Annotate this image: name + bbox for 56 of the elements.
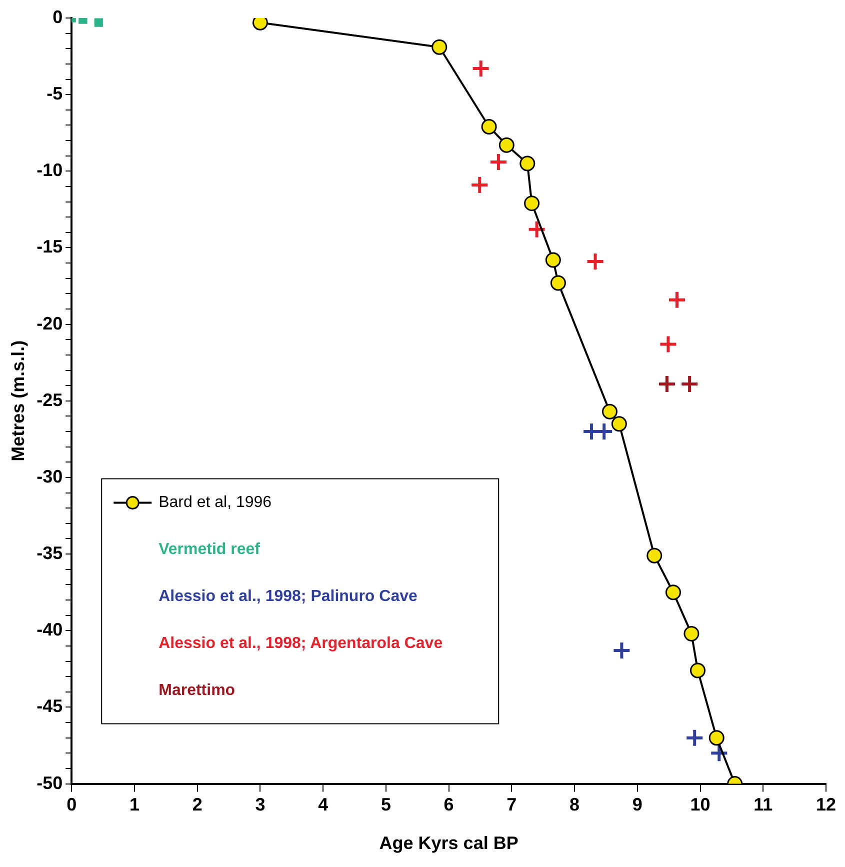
y-tick-label: -30 <box>36 466 63 486</box>
point <box>602 404 618 420</box>
point <box>545 252 561 268</box>
x-tick-label: 8 <box>570 794 580 815</box>
point <box>432 39 448 55</box>
x-tick-label: 0 <box>66 794 77 815</box>
text: Alessio et al., 1998; Palinuro Cave <box>158 588 418 606</box>
x-tick-label: 3 <box>255 794 266 815</box>
point <box>658 334 678 354</box>
x-tick-label: 1 <box>129 794 140 815</box>
point <box>524 196 540 212</box>
text: Marettimo <box>158 682 236 700</box>
x-axis-title: Age Kyrs cal BP <box>379 833 518 854</box>
point <box>612 641 632 660</box>
y-tick-label: -20 <box>36 313 63 334</box>
point <box>657 374 676 394</box>
y-tick-label: 0 <box>52 6 63 27</box>
y-tick-label: -5 <box>46 84 63 104</box>
y-tick-label: -15 <box>36 236 63 257</box>
y-tick-label: -40 <box>36 620 63 640</box>
point <box>690 662 706 678</box>
y-tick-label: -35 <box>36 543 63 564</box>
point <box>611 416 627 432</box>
point <box>708 730 724 746</box>
point <box>470 175 490 194</box>
point <box>665 584 681 600</box>
legend-label: Bard et al, 1996 <box>158 494 272 512</box>
x-tick-label: 2 <box>192 794 202 815</box>
x-tick-label: 9 <box>632 794 642 815</box>
y-tick-label: -25 <box>36 390 63 410</box>
text: Alessio et al., 1998; Argentarola Cave <box>158 635 443 652</box>
y-tick-label: -45 <box>36 696 63 716</box>
point <box>646 548 662 564</box>
point <box>520 156 536 172</box>
x-tick-label: 12 <box>816 794 836 815</box>
point <box>498 137 514 153</box>
y-axis-title: Metres (m.s.l.) <box>8 340 28 462</box>
point <box>668 290 687 310</box>
point <box>685 728 704 748</box>
point <box>471 59 490 78</box>
x-tick-label: 6 <box>444 794 454 815</box>
x-tick-label: 10 <box>690 794 710 815</box>
point <box>94 18 103 27</box>
point <box>684 626 700 642</box>
point <box>481 118 497 134</box>
y-tick-label: -10 <box>36 160 63 180</box>
point <box>586 252 605 272</box>
text: Vermetid reef <box>158 541 261 558</box>
x-tick-label: 4 <box>318 794 328 815</box>
point <box>488 152 508 172</box>
y-tick-label: -50 <box>36 772 63 793</box>
point <box>550 275 566 291</box>
point <box>680 374 700 394</box>
x-tick-label: 5 <box>380 794 391 815</box>
x-tick-label: 7 <box>506 794 517 815</box>
x-tick-label: 11 <box>754 794 773 815</box>
